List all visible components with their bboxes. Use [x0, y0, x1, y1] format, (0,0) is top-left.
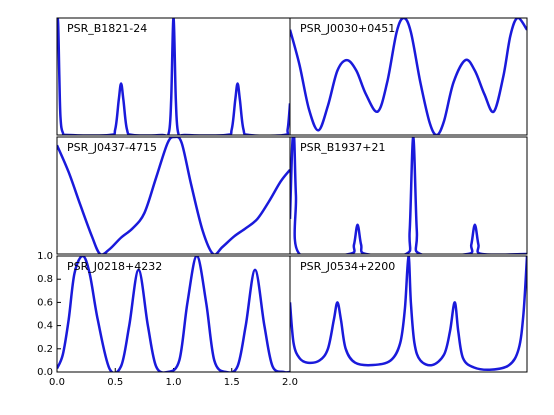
- panel: PSR_B1937+21: [289, 136, 528, 255]
- pulse-profile: [57, 137, 290, 254]
- panel-title: PSR_J0030+0451: [300, 22, 395, 35]
- pulse-profile: [290, 256, 527, 372]
- panel: 0.0 0.2 0.4 0.6 0.8 1.0 0.0 0.5 1.0 1.5 2.0 PSR_J02…: [37, 251, 298, 388]
- panel: PSR_J0534+2200: [289, 255, 528, 373]
- y-tick-label: 1.0: [37, 251, 53, 262]
- y-tick-label: 0.4: [37, 321, 53, 332]
- panel-frame: [289, 255, 528, 373]
- y-tick-label: 0.8: [37, 274, 53, 285]
- pulse-profile: [290, 18, 527, 135]
- panel-title: PSR_J0534+2200: [300, 260, 395, 273]
- panel: PSR_J0030+0451: [289, 17, 528, 136]
- x-tick-label: 0.0: [49, 377, 65, 388]
- x-tick-label: 2.0: [282, 377, 298, 388]
- panel: PSR_J0437-4715: [56, 136, 291, 255]
- panel-frame: [289, 136, 528, 255]
- pulse-profile: [57, 256, 290, 372]
- y-tick-label: 0.6: [37, 297, 53, 308]
- pulse-profile: [57, 18, 290, 135]
- y-tick-label: 0.0: [37, 367, 53, 378]
- x-tick-label: 1.5: [224, 377, 240, 388]
- x-tick-label: 0.5: [107, 377, 123, 388]
- panel-title: PSR_J0218+4232: [67, 260, 162, 273]
- panel-title: PSR_B1937+21: [300, 141, 386, 154]
- panel-frame: [289, 17, 528, 136]
- panel-frame: [56, 255, 291, 373]
- panel-title: PSR_J0437-4715: [67, 141, 157, 154]
- pulse-profile: [290, 137, 527, 254]
- panel-title: PSR_B1821-24: [67, 22, 147, 35]
- panel: PSR_B1821-24: [56, 17, 291, 136]
- y-tick-label: 0.2: [37, 344, 53, 355]
- x-tick-label: 1.0: [166, 377, 182, 388]
